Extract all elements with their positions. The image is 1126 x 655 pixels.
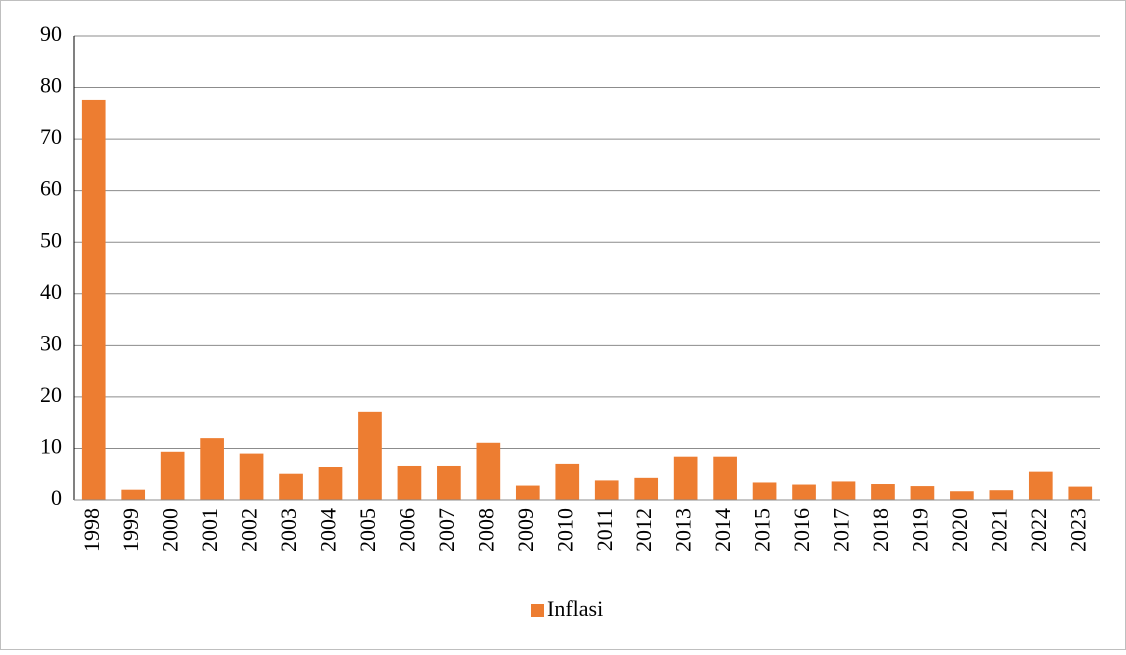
y-tick-label: 80 bbox=[40, 73, 62, 98]
bar bbox=[831, 481, 856, 500]
x-tick-label: 2004 bbox=[316, 508, 341, 552]
bar bbox=[989, 490, 1014, 500]
y-tick-label: 20 bbox=[40, 382, 62, 407]
x-tick-label: 2018 bbox=[868, 508, 893, 552]
x-tick-label: 2005 bbox=[355, 508, 380, 552]
x-tick-label: 2003 bbox=[276, 508, 301, 552]
y-tick-label: 10 bbox=[40, 433, 62, 458]
y-tick-label: 0 bbox=[51, 485, 62, 510]
bar bbox=[437, 465, 461, 500]
x-tick-label: 2008 bbox=[473, 508, 498, 552]
bar bbox=[279, 473, 303, 500]
bar bbox=[81, 99, 106, 500]
bar bbox=[792, 484, 816, 500]
x-tick-label: 2020 bbox=[947, 508, 972, 552]
bar bbox=[476, 442, 501, 500]
bar bbox=[594, 480, 619, 500]
x-tick-label: 2014 bbox=[710, 508, 735, 552]
bar bbox=[713, 456, 737, 500]
x-tick-label: 2009 bbox=[513, 508, 538, 552]
x-tick-label: 2013 bbox=[671, 508, 696, 552]
bar bbox=[1068, 486, 1093, 500]
bar bbox=[752, 482, 777, 500]
bar bbox=[200, 438, 224, 500]
x-tick-label: 2017 bbox=[829, 508, 854, 552]
y-tick-label: 30 bbox=[40, 330, 62, 355]
bar bbox=[910, 486, 935, 500]
x-tick-label: 2002 bbox=[237, 508, 262, 552]
y-tick-label: 50 bbox=[40, 227, 62, 252]
x-tick-label: 2012 bbox=[631, 508, 656, 552]
bar bbox=[673, 456, 698, 500]
x-tick-label: 2000 bbox=[158, 508, 183, 552]
bar bbox=[160, 451, 185, 500]
bar bbox=[318, 467, 343, 500]
legend-swatch bbox=[531, 604, 544, 617]
x-tick-label: 2023 bbox=[1065, 508, 1090, 552]
bar bbox=[871, 484, 895, 500]
bar bbox=[358, 411, 382, 500]
bar bbox=[121, 489, 146, 500]
x-tick-label: 2016 bbox=[789, 508, 814, 552]
bar bbox=[634, 477, 659, 500]
bar bbox=[1028, 471, 1053, 500]
bar bbox=[555, 463, 580, 500]
y-tick-label: 40 bbox=[40, 279, 62, 304]
bar bbox=[397, 465, 422, 500]
y-tick-label: 60 bbox=[40, 176, 62, 201]
x-tick-label: 2007 bbox=[434, 508, 459, 552]
x-tick-label: 2021 bbox=[986, 508, 1011, 552]
bar bbox=[239, 453, 264, 500]
legend-label: Inflasi bbox=[547, 596, 603, 621]
x-tick-label: 2010 bbox=[552, 508, 577, 552]
x-tick-label: 2006 bbox=[394, 508, 419, 552]
bar bbox=[950, 491, 974, 500]
x-tick-label: 2022 bbox=[1026, 508, 1051, 552]
y-tick-label: 90 bbox=[40, 21, 62, 46]
x-tick-label: 2015 bbox=[750, 508, 775, 552]
x-tick-label: 2011 bbox=[592, 508, 617, 551]
x-tick-label: 2019 bbox=[907, 508, 932, 552]
y-tick-label: 70 bbox=[40, 124, 62, 149]
bar bbox=[515, 485, 540, 500]
x-tick-label: 1998 bbox=[79, 508, 104, 552]
x-tick-label: 1999 bbox=[118, 508, 143, 552]
x-tick-label: 2001 bbox=[197, 508, 222, 552]
